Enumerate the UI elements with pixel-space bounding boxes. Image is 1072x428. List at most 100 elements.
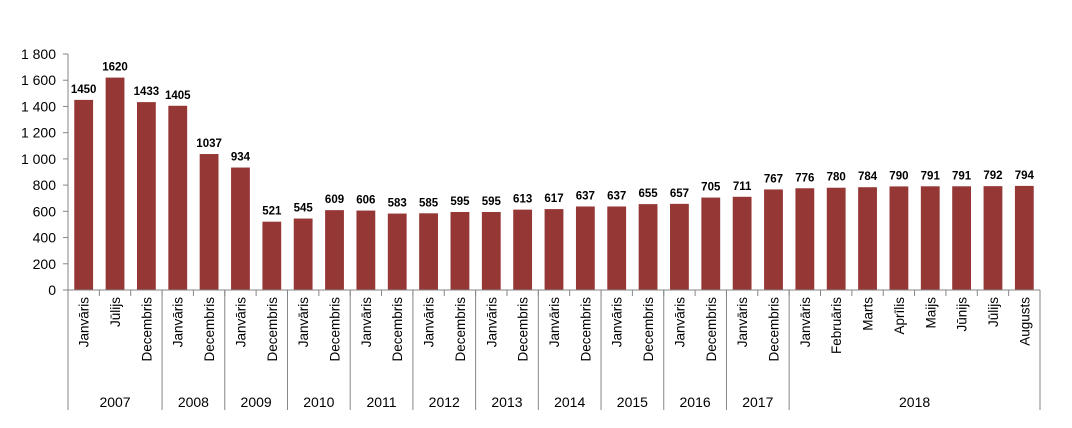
bar [74, 99, 94, 290]
year-label: 2008 [178, 394, 209, 410]
y-tick-label: 1 000 [21, 151, 56, 167]
bar [638, 204, 658, 290]
bar [231, 167, 250, 290]
bar [983, 186, 1003, 290]
x-category-label: Augusts [1017, 297, 1032, 346]
y-tick-label: 1 400 [21, 98, 56, 114]
bar [481, 211, 501, 290]
x-category-label: Decembris [390, 297, 405, 362]
y-tick-label: 400 [33, 230, 57, 246]
data-label: 792 [983, 170, 1002, 182]
bar [544, 209, 564, 290]
bar [732, 196, 752, 290]
bar [325, 210, 344, 290]
data-label: 585 [419, 197, 439, 209]
data-label: 1433 [134, 86, 160, 98]
data-label: 790 [889, 170, 908, 182]
data-label: 657 [670, 188, 689, 200]
year-label: 2009 [241, 394, 272, 410]
data-label: 637 [607, 190, 626, 202]
data-label: 791 [952, 170, 972, 182]
x-category-label: Decembris [641, 297, 656, 362]
data-label: 711 [733, 181, 752, 193]
y-tick-label: 0 [48, 282, 56, 298]
year-label: 2010 [303, 394, 334, 410]
bar [105, 77, 125, 290]
y-tick-label: 1 200 [21, 125, 56, 141]
bar [764, 189, 783, 290]
x-category-label: Janvāris [547, 297, 562, 348]
bar [450, 211, 470, 290]
x-category-label: Decembris [766, 297, 781, 362]
year-label: 2018 [899, 394, 930, 410]
bar [356, 210, 376, 290]
x-axis: Janvāris Jūlijs Decembris Janvāris Decembris… [67, 289, 1041, 410]
year-label: 2011 [366, 394, 396, 410]
x-category-label: Aprīlis [892, 297, 907, 335]
x-category-label: Janvāris [422, 297, 437, 348]
x-category-label: Janvāris [672, 297, 687, 348]
bars [74, 77, 1034, 291]
bar [575, 206, 595, 290]
bar [1014, 185, 1034, 290]
data-label: 617 [544, 193, 563, 205]
year-label: 2012 [429, 394, 460, 410]
bar [858, 187, 877, 290]
y-tick-label: 600 [33, 203, 57, 219]
year-label: 2007 [99, 394, 130, 410]
bar [293, 218, 313, 290]
x-category-label: Maijs [923, 297, 938, 329]
x-category-label: Janvāris [233, 297, 248, 348]
x-category-label: Jūlijs [986, 297, 1001, 327]
x-category-label: Decembris [704, 297, 719, 362]
year-label: 2017 [742, 394, 773, 410]
bar [513, 209, 533, 290]
x-category-label: Janvāris [77, 297, 92, 348]
y-tick-label: 200 [33, 256, 57, 272]
data-label: 791 [921, 170, 941, 182]
bar [795, 188, 815, 290]
x-category-label: Janvāris [610, 297, 625, 348]
bar [387, 213, 407, 290]
data-label: 583 [388, 198, 407, 210]
x-category-label: Decembris [265, 297, 280, 362]
x-category-label: Janvāris [798, 297, 813, 348]
year-label: 2015 [617, 394, 648, 410]
bar [419, 213, 438, 290]
y-tick-label: 800 [33, 177, 57, 193]
data-label: 1620 [102, 62, 128, 74]
x-category-label: Decembris [139, 297, 154, 362]
y-tick-label: 1 800 [21, 46, 56, 62]
y-tick-label: 1 600 [21, 72, 56, 88]
data-label: 784 [858, 171, 878, 183]
data-label: 934 [231, 152, 251, 164]
data-label: 637 [576, 190, 595, 202]
bar [826, 187, 846, 290]
data-label: 1450 [71, 84, 97, 96]
y-axis: 0 200 400 600 800 1 000 1 200 1 400 1 600 1 800 [21, 46, 69, 298]
data-label: 521 [262, 206, 282, 218]
data-label: 655 [638, 188, 658, 200]
year-label: 2016 [680, 394, 711, 410]
bar [920, 186, 940, 290]
x-category-label: Janvāris [484, 297, 499, 348]
data-label: 613 [513, 194, 532, 206]
data-labels: 1450 1620 1433 1405 1037 934 521 545 609 606 583 58… [71, 62, 1035, 218]
bar [701, 197, 721, 290]
bar [607, 206, 627, 290]
x-category-label: Janvāris [735, 297, 750, 348]
data-label: 1037 [196, 138, 222, 150]
bar [670, 203, 689, 290]
year-label: 2013 [491, 394, 522, 410]
year-label: 2014 [554, 394, 585, 410]
data-label: 595 [450, 196, 470, 208]
data-label: 595 [482, 196, 502, 208]
data-label: 606 [356, 195, 375, 207]
x-category-label: Marts [861, 297, 876, 331]
x-category-label: Februāris [829, 297, 844, 354]
data-label: 705 [701, 182, 721, 194]
data-label: 1405 [165, 90, 191, 102]
x-category-label: Jūlijs [108, 297, 123, 327]
x-category-label: Decembris [453, 297, 468, 362]
